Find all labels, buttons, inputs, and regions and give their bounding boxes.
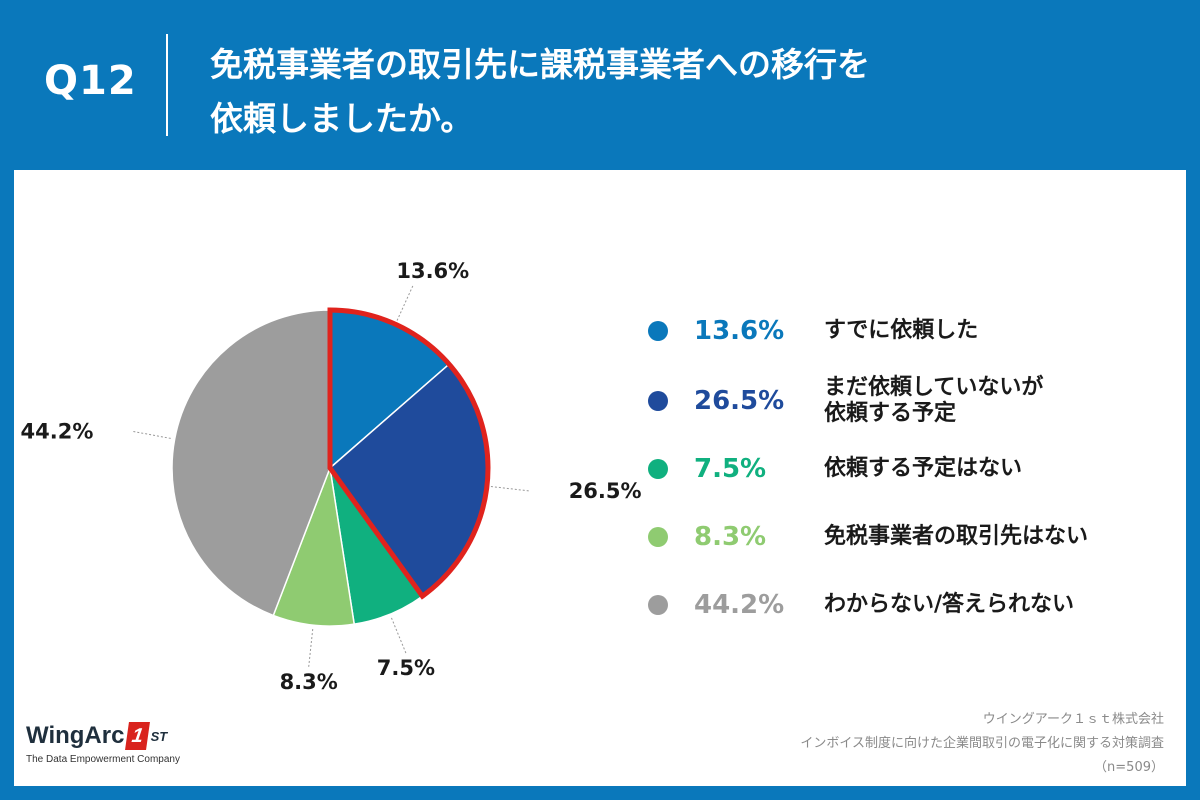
slice-label: 26.5% xyxy=(569,479,642,503)
question-title-line-1: 免税事業者の取引先に課税事業者への移行を xyxy=(210,45,870,84)
legend-label: すでに依頼した xyxy=(824,318,978,344)
legend-percent: 26.5% xyxy=(694,386,785,416)
leader-line xyxy=(133,430,171,439)
legend-dot xyxy=(648,391,668,411)
legend-label-line: わからない/答えられない xyxy=(824,592,1075,617)
logo-st: ST xyxy=(150,728,168,744)
legend-item: 44.2% わからない/答えられない xyxy=(646,580,1186,630)
source-survey: インボイス制度に向けた企業間取引の電子化に関する対策調査 xyxy=(800,736,1164,751)
legend-percent: 7.5% xyxy=(694,454,767,484)
legend-dot xyxy=(648,595,668,615)
legend-label-line: 依頼する予定 xyxy=(824,401,957,426)
header: Q12 免税事業者の取引先に課税事業者への移行を 依頼しましたか。 xyxy=(0,0,1200,170)
slice-label: 7.5% xyxy=(377,656,435,680)
legend-item: 7.5% 依頼する予定はない xyxy=(646,444,1186,494)
leader-line xyxy=(396,285,414,321)
slice-label: 8.3% xyxy=(280,670,338,694)
leader-line xyxy=(308,629,314,667)
question-title: 免税事業者の取引先に課税事業者への移行を 依頼しましたか。 xyxy=(210,38,1170,146)
question-number: Q12 xyxy=(44,58,137,104)
pie-chart: 13.6% 26.5% 7.5% 8.3% 44.2% xyxy=(21,259,642,694)
legend-label: 免税事業者の取引先はない xyxy=(824,524,1088,550)
legend-item: 13.6% すでに依頼した xyxy=(646,306,1186,356)
legend-label: まだ依頼していないが 依頼する予定 xyxy=(824,375,1043,427)
logo-wordmark: WingArc 1 ST xyxy=(26,722,226,750)
legend-label-line: 依頼する予定はない xyxy=(824,456,1023,481)
legend-label-line: すでに依頼した xyxy=(824,318,979,343)
question-title-line-2: 依頼しましたか。 xyxy=(210,99,474,138)
legend-label-line: まだ依頼していないが xyxy=(824,375,1044,400)
wingarc-logo: WingArc 1 ST The Data Empowerment Compan… xyxy=(26,722,226,778)
source-sample-size: （n=509） xyxy=(1094,760,1164,775)
highlight-outline xyxy=(327,307,491,600)
leader-line xyxy=(490,486,529,492)
logo-text: WingArc xyxy=(26,722,125,749)
header-divider xyxy=(166,34,168,136)
logo-badge: 1 xyxy=(125,722,151,750)
legend-dot xyxy=(648,459,668,479)
legend-label: わからない/答えられない xyxy=(824,592,1074,618)
slice-label: 44.2% xyxy=(21,419,94,443)
slice-label: 13.6% xyxy=(396,259,469,283)
source-company: ウイングアーク１ｓｔ株式会社 xyxy=(982,712,1164,727)
legend-percent: 44.2% xyxy=(694,590,785,620)
legend-item: 26.5% まだ依頼していないが 依頼する予定 xyxy=(646,375,1186,427)
leader-line xyxy=(391,617,407,654)
legend-percent: 8.3% xyxy=(694,522,767,552)
logo-tagline: The Data Empowerment Company xyxy=(26,754,180,765)
legend-dot xyxy=(648,321,668,341)
legend-dot xyxy=(648,527,668,547)
legend-label-line: 免税事業者の取引先はない xyxy=(824,524,1089,549)
source-note: ウイングアーク１ｓｔ株式会社 インボイス制度に向けた企業間取引の電子化に関する対… xyxy=(800,708,1164,780)
chart-panel: 13.6% 26.5% 7.5% 8.3% 44.2% 13.6% すでに依頼した 26… xyxy=(14,170,1186,786)
legend-label: 依頼する予定はない xyxy=(824,456,1022,482)
pie-slice xyxy=(171,309,331,617)
legend-item: 8.3% 免税事業者の取引先はない xyxy=(646,512,1186,562)
legend-percent: 13.6% xyxy=(694,316,785,346)
